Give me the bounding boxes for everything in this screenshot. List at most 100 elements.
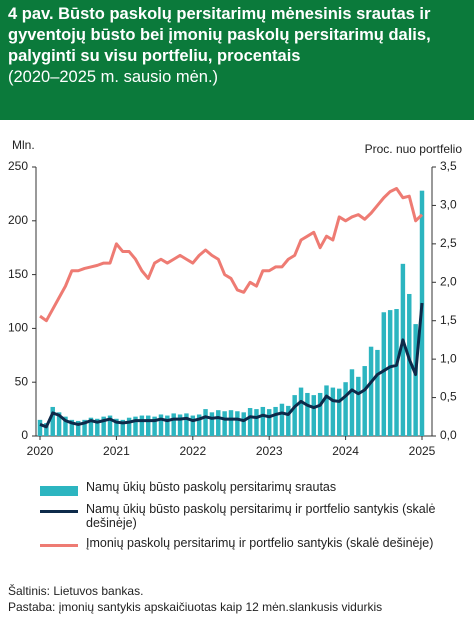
bar xyxy=(254,409,259,436)
bar xyxy=(88,417,94,436)
bar xyxy=(114,418,119,436)
bar xyxy=(95,418,100,436)
legend-swatch xyxy=(40,510,78,513)
bar xyxy=(362,366,367,436)
bar xyxy=(400,263,406,436)
y-tick-label: 0 xyxy=(21,428,28,442)
bar xyxy=(235,411,240,436)
header: 4 pav. Būsto paskolų persitarimų mėnesin… xyxy=(0,0,474,120)
bar xyxy=(343,382,348,436)
bar xyxy=(196,414,202,436)
bar xyxy=(133,416,138,436)
bar xyxy=(413,324,418,436)
bar xyxy=(241,412,246,436)
bar xyxy=(158,414,164,436)
y-tick-label: 150 xyxy=(8,267,28,281)
bar xyxy=(177,414,183,436)
bar xyxy=(75,420,81,436)
y2-tick-label: 0,5 xyxy=(440,390,457,404)
bar xyxy=(203,409,208,436)
bar xyxy=(37,419,43,436)
bar xyxy=(311,395,316,436)
y-axis-label: Mln. xyxy=(12,138,35,152)
legend-label: Namų ūkių būsto paskolų persitarimų ir p… xyxy=(86,502,436,530)
bar xyxy=(375,349,380,436)
bar xyxy=(273,406,278,436)
legend-label: Namų ūkių būsto paskolų persitarimų srau… xyxy=(86,480,337,494)
bar xyxy=(56,412,62,436)
bar xyxy=(356,376,361,436)
bar xyxy=(69,419,75,436)
footer: Šaltinis: Lietuvos bankas. Pastaba: įmon… xyxy=(8,583,382,615)
bar xyxy=(101,416,106,436)
bar xyxy=(190,415,196,436)
legend-label: Įmonių paskolų persitarimų ir portfelio … xyxy=(86,536,434,550)
x-tick-label: 2025 xyxy=(409,444,436,458)
legend: Namų ūkių būsto paskolų persitarimų srau… xyxy=(40,480,440,556)
x-tick-label: 2020 xyxy=(27,444,54,458)
y-tick-label: 100 xyxy=(8,321,28,335)
chart-subtitle: (2020–2025 m. sausio mėn.) xyxy=(8,68,219,86)
bar xyxy=(146,415,151,436)
y2-tick-label: 3,5 xyxy=(440,159,457,173)
legend-swatch xyxy=(40,486,78,496)
x-tick-label: 2023 xyxy=(256,444,283,458)
bar xyxy=(139,415,145,436)
bar xyxy=(171,413,176,436)
bar xyxy=(407,293,412,436)
y-tick-label: 250 xyxy=(8,159,28,173)
x-tick-label: 2024 xyxy=(332,444,359,458)
bar xyxy=(305,392,310,436)
bar xyxy=(165,415,170,436)
bar xyxy=(337,388,342,436)
bar xyxy=(44,423,49,436)
bar xyxy=(387,310,393,436)
line xyxy=(39,187,424,323)
bar xyxy=(82,419,87,436)
bar xyxy=(266,409,272,436)
y2-tick-label: 2,5 xyxy=(440,236,457,250)
bar xyxy=(330,387,336,436)
y2-tick-label: 3,0 xyxy=(440,198,457,212)
legend-item: Namų ūkių būsto paskolų persitarimų ir p… xyxy=(40,502,440,530)
bar xyxy=(63,416,68,436)
legend-item: Namų ūkių būsto paskolų persitarimų srau… xyxy=(40,480,440,496)
bar xyxy=(394,309,399,436)
bar xyxy=(152,416,157,436)
bar xyxy=(184,413,189,436)
bar xyxy=(209,412,215,436)
x-tick-label: 2021 xyxy=(103,444,130,458)
legend-item: Įmonių paskolų persitarimų ir portfelio … xyxy=(40,536,440,550)
bar xyxy=(298,387,304,436)
note: Pastaba: įmonių santykis apskaičiuotas k… xyxy=(8,600,383,614)
bar xyxy=(120,419,125,436)
x-tick-label: 2022 xyxy=(179,444,206,458)
bar xyxy=(286,405,291,436)
bar xyxy=(247,408,253,436)
bar xyxy=(279,403,285,436)
bar xyxy=(260,406,266,436)
bar xyxy=(317,392,323,436)
y2-tick-label: 1,5 xyxy=(440,313,457,327)
bar xyxy=(50,406,55,436)
bar xyxy=(368,346,374,436)
bar xyxy=(126,417,132,436)
source: Šaltinis: Lietuvos bankas. xyxy=(8,584,144,598)
bar xyxy=(222,411,227,436)
bar xyxy=(381,312,387,436)
bar xyxy=(107,415,113,436)
line xyxy=(39,302,424,429)
y2-tick-label: 0,0 xyxy=(440,428,457,442)
legend-swatch xyxy=(40,544,78,547)
y2-axis-label: Proc. nuo portfelio xyxy=(365,142,463,156)
chart-title: 4 pav. Būsto paskolų persitarimų mėnesin… xyxy=(8,5,431,65)
chart: Mln. Proc. nuo portfelio 0 50 100 150 200 250… xyxy=(8,138,463,458)
bar xyxy=(216,410,221,436)
bar xyxy=(349,369,355,436)
y2-tick-label: 1,0 xyxy=(440,351,457,365)
y-tick-label: 50 xyxy=(15,374,29,388)
y2-tick-label: 2,0 xyxy=(440,274,457,288)
bar xyxy=(228,410,234,436)
bar xyxy=(292,395,297,436)
